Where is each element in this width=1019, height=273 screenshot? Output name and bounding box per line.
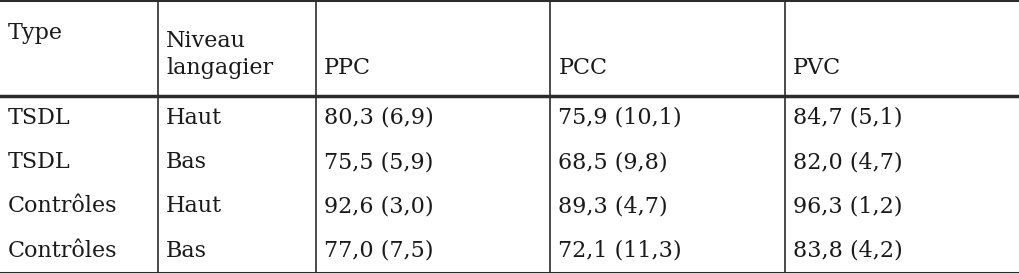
Text: Contrôles: Contrôles (8, 240, 117, 262)
Text: 84,7 (5,1): 84,7 (5,1) (793, 107, 902, 129)
Text: 92,6 (3,0): 92,6 (3,0) (324, 195, 434, 218)
Text: Bas: Bas (166, 151, 207, 173)
Text: Bas: Bas (166, 240, 207, 262)
Text: 96,3 (1,2): 96,3 (1,2) (793, 195, 902, 218)
Text: Type: Type (8, 22, 63, 44)
Text: 72,1 (11,3): 72,1 (11,3) (558, 240, 682, 262)
Text: Haut: Haut (166, 107, 222, 129)
Text: Contrôles: Contrôles (8, 195, 117, 218)
Text: 75,9 (10,1): 75,9 (10,1) (558, 107, 682, 129)
Text: 83,8 (4,2): 83,8 (4,2) (793, 240, 903, 262)
Text: PCC: PCC (558, 57, 607, 79)
Text: 89,3 (4,7): 89,3 (4,7) (558, 195, 668, 218)
Text: PVC: PVC (793, 57, 841, 79)
Text: TSDL: TSDL (8, 107, 70, 129)
Text: TSDL: TSDL (8, 151, 70, 173)
Text: PPC: PPC (324, 57, 371, 79)
Text: Haut: Haut (166, 195, 222, 218)
Text: 80,3 (6,9): 80,3 (6,9) (324, 107, 434, 129)
Text: 75,5 (5,9): 75,5 (5,9) (324, 151, 433, 173)
Text: 82,0 (4,7): 82,0 (4,7) (793, 151, 903, 173)
Text: 77,0 (7,5): 77,0 (7,5) (324, 240, 433, 262)
Text: Niveau
langagier: Niveau langagier (166, 30, 273, 79)
Text: 68,5 (9,8): 68,5 (9,8) (558, 151, 668, 173)
